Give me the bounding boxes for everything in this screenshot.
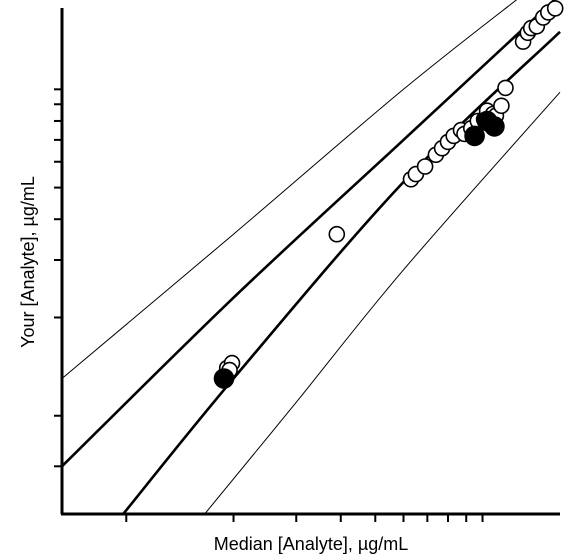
y-axis-title: Your [Analyte], µg/mL bbox=[18, 176, 38, 348]
open-point-7 bbox=[416, 158, 434, 175]
open-point-21 bbox=[497, 79, 514, 97]
reference-line-2 bbox=[62, 0, 557, 468]
open-point-20 bbox=[493, 97, 510, 115]
reference-lines bbox=[62, 0, 561, 514]
reference-line-1 bbox=[62, 0, 518, 379]
filled-point-2 bbox=[464, 125, 485, 147]
reference-line-3 bbox=[122, 30, 561, 514]
open-point-4 bbox=[328, 225, 346, 243]
x-axis-title: Median [Analyte], µg/mL bbox=[214, 534, 408, 554]
reference-line-4 bbox=[204, 91, 561, 514]
filled-point-4 bbox=[484, 116, 505, 137]
filled-point-1 bbox=[213, 368, 235, 389]
data-points bbox=[213, 0, 564, 389]
open-point-28 bbox=[546, 0, 564, 17]
